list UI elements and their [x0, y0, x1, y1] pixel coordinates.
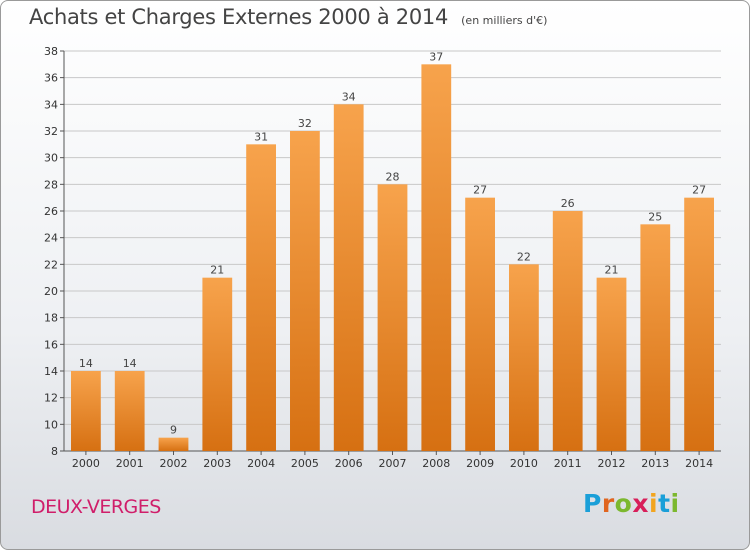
x-tick-label-2013: 2013: [641, 457, 669, 470]
x-tick-label-2014: 2014: [685, 457, 713, 470]
y-tick-label: 36: [44, 72, 58, 85]
bar-2000[interactable]: [71, 371, 101, 451]
bar-2003[interactable]: [202, 277, 233, 451]
y-tick-label: 38: [44, 45, 58, 58]
data-label-2009: 27: [473, 184, 487, 197]
bar-2010[interactable]: [509, 264, 539, 451]
bar-2013[interactable]: [640, 224, 671, 451]
x-tick-labels: 2000 2001 2002 2003 2004 2005 2006 2007 2008 2009…: [72, 451, 713, 470]
y-tick-label: 26: [44, 205, 58, 218]
bar-2001[interactable]: [114, 371, 145, 451]
bar-2014[interactable]: [684, 197, 714, 451]
y-tick-label: 34: [44, 98, 58, 111]
data-labels: 14 14 9 21 31 32 34 28 37 27 22 26 21 25 27: [79, 50, 706, 436]
x-tick-label-2008: 2008: [422, 457, 450, 470]
data-label-2006: 34: [342, 90, 356, 103]
y-tick-label: 8: [51, 445, 58, 458]
data-label-2002: 9: [170, 424, 177, 437]
data-label-2007: 28: [386, 170, 400, 183]
y-tick-label: 14: [44, 365, 58, 378]
proxiti-logo[interactable]: Proxiti: [583, 489, 680, 518]
logo-letter: r: [601, 489, 615, 518]
data-label-2011: 26: [561, 197, 575, 210]
x-tick-label-2005: 2005: [291, 457, 319, 470]
x-tick-label-2007: 2007: [379, 457, 407, 470]
logo-letter: i: [649, 489, 659, 518]
bar-2002[interactable]: [158, 437, 189, 451]
x-tick-label-2000: 2000: [72, 457, 100, 470]
logo-letter: P: [583, 489, 602, 518]
bar-2006[interactable]: [333, 104, 364, 451]
x-tick-label-2006: 2006: [335, 457, 363, 470]
logo-letter: i: [670, 489, 680, 518]
y-tick-label: 20: [44, 285, 58, 298]
bar-2008[interactable]: [421, 64, 452, 452]
commune-name: DEUX-VERGES: [31, 496, 161, 518]
y-tick-label: 22: [44, 258, 58, 271]
y-tick-labels: 8 10 12 14 16 18 20 22 24 26 28 30 32 34 36 38: [44, 45, 64, 458]
logo-letter: o: [614, 489, 633, 518]
y-tick-label: 28: [44, 178, 58, 191]
data-label-2014: 27: [692, 184, 706, 197]
y-tick-label: 10: [44, 418, 58, 431]
bar-2004[interactable]: [246, 144, 276, 452]
x-tick-label-2004: 2004: [247, 457, 275, 470]
bar-2012[interactable]: [596, 277, 627, 451]
x-tick-label-2002: 2002: [160, 457, 188, 470]
y-tick-label: 12: [44, 392, 58, 405]
x-tick-label-2001: 2001: [116, 457, 144, 470]
bar-2011[interactable]: [552, 211, 583, 451]
data-label-2004: 31: [254, 130, 268, 143]
y-tick-label: 16: [44, 338, 58, 351]
y-tick-label: 18: [44, 312, 58, 325]
x-tick-label-2003: 2003: [203, 457, 231, 470]
data-label-2010: 22: [517, 250, 531, 263]
data-label-2003: 21: [210, 264, 224, 277]
x-tick-label-2009: 2009: [466, 457, 494, 470]
chart-title-block: Achats et Charges Externes 2000 à 2014 (…: [29, 5, 547, 29]
unit-note: (en milliers d'€): [461, 14, 548, 27]
data-label-2005: 32: [298, 117, 312, 130]
x-tick-label-2012: 2012: [598, 457, 626, 470]
x-tick-label-2010: 2010: [510, 457, 538, 470]
data-label-2008: 37: [429, 50, 443, 63]
bar-2005[interactable]: [290, 131, 320, 451]
bars: [71, 64, 714, 452]
y-tick-label: 24: [44, 232, 58, 245]
logo-letter: t: [658, 489, 671, 518]
data-label-2001: 14: [123, 357, 137, 370]
chart-title: Achats et Charges Externes 2000 à 2014: [29, 5, 449, 29]
y-tick-label: 32: [44, 125, 58, 138]
bar-2007[interactable]: [377, 184, 408, 452]
x-tick-label-2011: 2011: [554, 457, 582, 470]
data-label-2012: 21: [605, 264, 619, 277]
logo-letter: x: [632, 489, 649, 518]
bar-2009[interactable]: [465, 197, 495, 451]
y-tick-label: 30: [44, 152, 58, 165]
data-label-2013: 25: [648, 210, 662, 223]
data-label-2000: 14: [79, 357, 93, 370]
